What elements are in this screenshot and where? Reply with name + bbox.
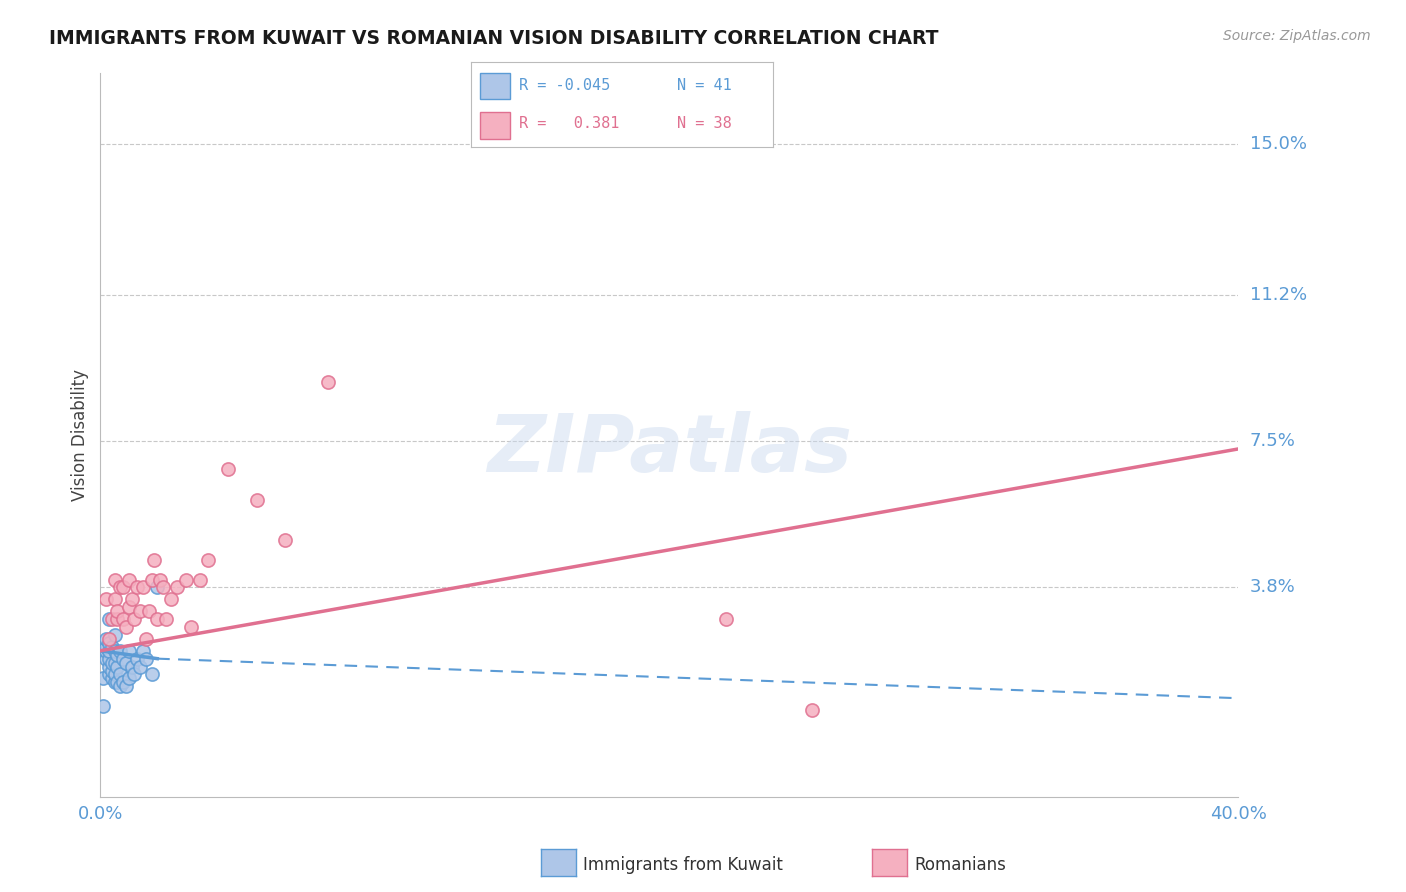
Point	[110, 581, 132, 595]
Point	[124, 667, 146, 681]
Text: Immigrants from Kuwait: Immigrants from Kuwait	[583, 856, 783, 874]
Point	[97, 644, 120, 658]
Point	[97, 612, 120, 626]
Point	[91, 699, 114, 714]
Text: N = 38: N = 38	[676, 116, 731, 131]
Point	[107, 675, 129, 690]
Point	[91, 672, 114, 686]
Point	[94, 644, 117, 658]
Point	[103, 667, 125, 681]
Point	[174, 573, 197, 587]
Point	[124, 612, 146, 626]
Point	[100, 656, 122, 670]
Text: N = 41: N = 41	[676, 78, 731, 94]
Point	[107, 648, 129, 662]
Point	[100, 640, 122, 654]
Point	[149, 573, 172, 587]
Point	[115, 679, 138, 693]
Point	[180, 620, 202, 634]
Text: ZIPatlas: ZIPatlas	[486, 410, 852, 489]
Point	[129, 659, 152, 673]
Point	[141, 573, 163, 587]
Point	[112, 675, 135, 690]
Point	[127, 581, 149, 595]
Point	[94, 592, 117, 607]
Point	[132, 644, 155, 658]
FancyBboxPatch shape	[479, 72, 510, 99]
Point	[100, 672, 122, 686]
FancyBboxPatch shape	[479, 112, 510, 139]
Y-axis label: Vision Disability: Vision Disability	[72, 369, 89, 501]
Point	[97, 632, 120, 646]
Point	[143, 552, 166, 566]
Point	[112, 651, 135, 665]
Point	[121, 659, 143, 673]
Text: R =   0.381: R = 0.381	[519, 116, 620, 131]
Text: R = -0.045: R = -0.045	[519, 78, 610, 94]
Point	[716, 612, 738, 626]
Text: 15.0%: 15.0%	[1250, 136, 1306, 153]
Point	[160, 592, 183, 607]
Point	[118, 644, 141, 658]
Point	[118, 573, 141, 587]
Point	[103, 644, 125, 658]
Point	[132, 581, 155, 595]
Point	[97, 659, 120, 673]
Point	[97, 651, 120, 665]
Point	[166, 581, 188, 595]
Text: 7.5%: 7.5%	[1250, 432, 1295, 450]
Point	[316, 375, 339, 389]
Point	[155, 612, 177, 626]
Text: IMMIGRANTS FROM KUWAIT VS ROMANIAN VISION DISABILITY CORRELATION CHART: IMMIGRANTS FROM KUWAIT VS ROMANIAN VISIO…	[49, 29, 939, 47]
Point	[118, 600, 141, 615]
Point	[103, 628, 125, 642]
Point	[94, 632, 117, 646]
Point	[103, 592, 125, 607]
Point	[138, 604, 160, 618]
Point	[188, 573, 211, 587]
Point	[97, 667, 120, 681]
Text: 11.2%: 11.2%	[1250, 285, 1306, 303]
Point	[800, 703, 823, 717]
Point	[94, 651, 117, 665]
Point	[100, 664, 122, 678]
Point	[217, 461, 239, 475]
Point	[121, 592, 143, 607]
Point	[103, 656, 125, 670]
Point	[112, 612, 135, 626]
Point	[118, 672, 141, 686]
Point	[103, 675, 125, 690]
Point	[152, 581, 174, 595]
Point	[141, 667, 163, 681]
Point	[197, 552, 219, 566]
Point	[127, 651, 149, 665]
Point	[107, 612, 129, 626]
Point	[135, 632, 157, 646]
Text: Romanians: Romanians	[914, 856, 1005, 874]
Point	[107, 604, 129, 618]
Point	[110, 644, 132, 658]
Point	[246, 493, 269, 508]
Point	[146, 581, 169, 595]
Point	[146, 612, 169, 626]
Point	[103, 573, 125, 587]
Point	[94, 640, 117, 654]
Point	[115, 620, 138, 634]
Point	[110, 667, 132, 681]
Text: 3.8%: 3.8%	[1250, 578, 1295, 597]
Point	[97, 636, 120, 650]
Text: Source: ZipAtlas.com: Source: ZipAtlas.com	[1223, 29, 1371, 43]
Point	[115, 656, 138, 670]
Point	[129, 604, 152, 618]
Point	[100, 612, 122, 626]
Point	[135, 651, 157, 665]
Point	[110, 679, 132, 693]
Point	[274, 533, 297, 547]
Point	[112, 581, 135, 595]
Point	[107, 659, 129, 673]
